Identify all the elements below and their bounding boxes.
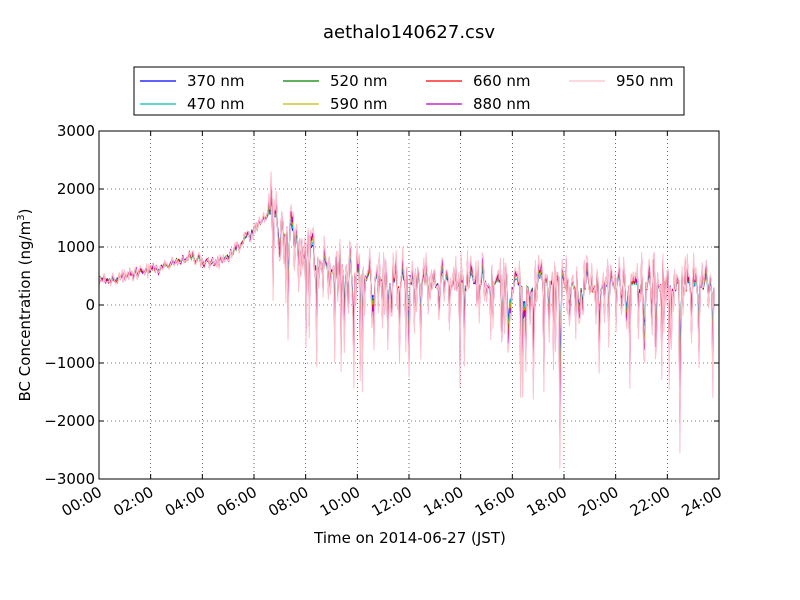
legend-label: 370 nm bbox=[187, 72, 245, 90]
legend-label: 470 nm bbox=[187, 95, 245, 113]
y-axis-label-end: ) bbox=[16, 209, 34, 215]
x-axis: 00:00 02:00 04:00 06:00 08:00 10:00 12:00 14:00… bbox=[59, 131, 725, 520]
y-tick-label: 2000 bbox=[57, 180, 95, 198]
x-tick-label: 02:00 bbox=[110, 483, 156, 520]
series-line-950-nm bbox=[98, 171, 715, 469]
y-axis-label-sup: 3 bbox=[16, 214, 27, 220]
x-tick-label: 24:00 bbox=[679, 483, 725, 520]
y-tick-label: −3000 bbox=[44, 470, 95, 488]
x-tick-label: 14:00 bbox=[420, 483, 466, 520]
y-tick-label: 3000 bbox=[57, 122, 95, 140]
x-tick-label: 12:00 bbox=[369, 483, 415, 520]
y-tick-label: 0 bbox=[85, 296, 95, 314]
chart-title: aethalo140627.csv bbox=[323, 22, 495, 43]
series-group bbox=[98, 171, 715, 469]
x-tick-label: 10:00 bbox=[317, 483, 363, 520]
x-tick-label: 06:00 bbox=[214, 483, 260, 520]
legend-label: 950 nm bbox=[616, 72, 674, 90]
x-tick-label: 20:00 bbox=[575, 483, 621, 520]
legend-label: 880 nm bbox=[473, 95, 531, 113]
x-tick-label: 04:00 bbox=[162, 483, 208, 520]
legend-label: 520 nm bbox=[330, 72, 388, 90]
y-axis-label: BC Concentration (ng/m3) bbox=[16, 209, 34, 402]
x-tick-label: 00:00 bbox=[59, 483, 105, 520]
x-axis-label: Time on 2014-06-27 (JST) bbox=[313, 529, 506, 547]
x-tick-label: 08:00 bbox=[265, 483, 311, 520]
y-axis: −3000 −2000 −1000 0 1000 2000 3000 bbox=[44, 122, 719, 488]
legend: 370 nm 470 nm 520 nm 590 nm 660 nm 880 nm 950 … bbox=[133, 66, 685, 116]
x-tick-label: 16:00 bbox=[472, 483, 518, 520]
y-tick-label: 1000 bbox=[57, 238, 95, 256]
y-axis-label-main: BC Concentration (ng/m bbox=[16, 221, 34, 402]
y-tick-label: −1000 bbox=[44, 354, 95, 372]
x-tick-label: 18:00 bbox=[524, 483, 570, 520]
legend-box bbox=[133, 66, 685, 116]
legend-label: 590 nm bbox=[330, 95, 388, 113]
x-tick-label: 22:00 bbox=[627, 483, 673, 520]
y-tick-label: −2000 bbox=[44, 412, 95, 430]
legend-label: 660 nm bbox=[473, 72, 531, 90]
